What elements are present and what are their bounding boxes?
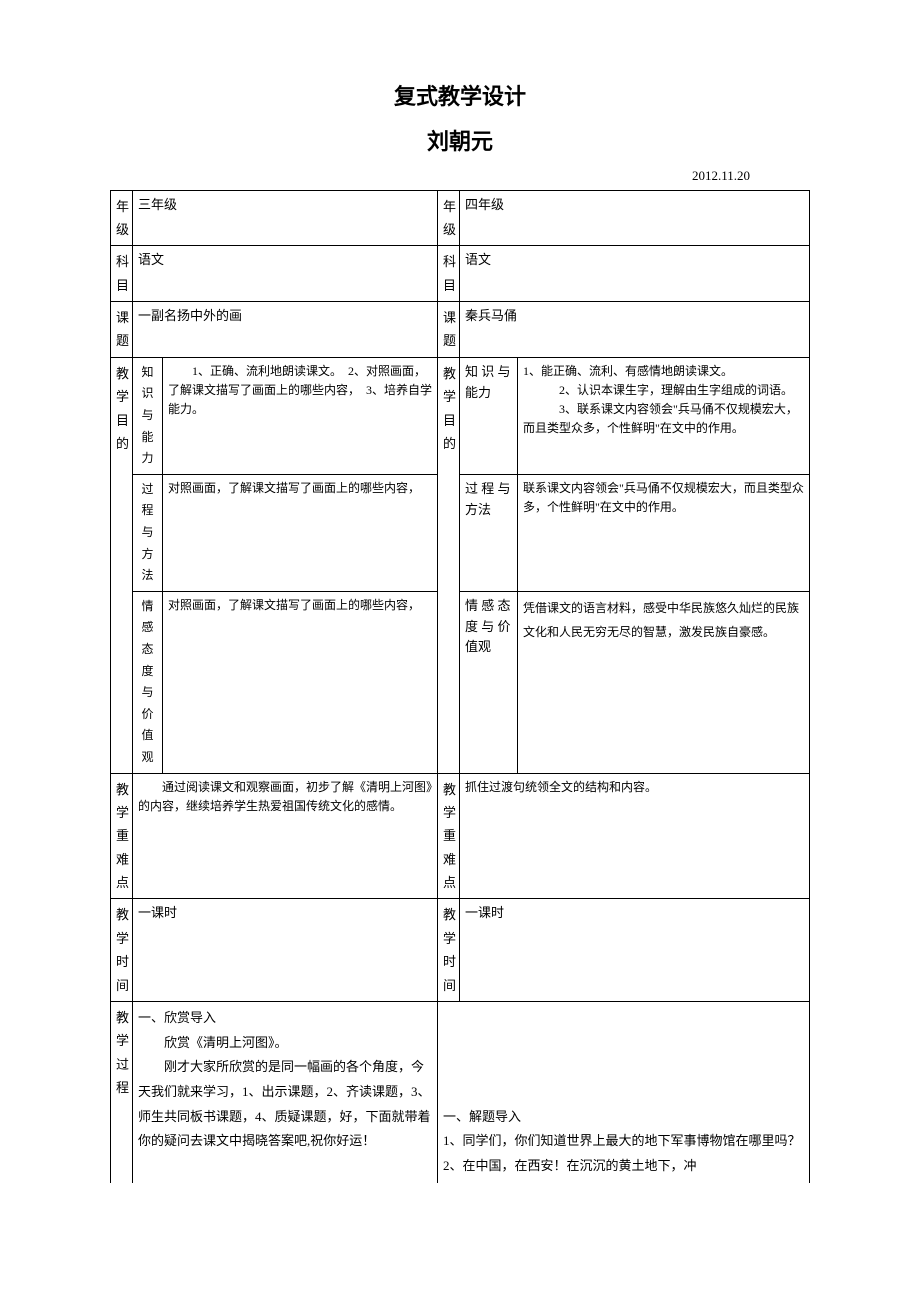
process-value-right: 一、解题导入 1、同学们，你们知道世界上最大的地下军事博物馆在哪里吗？ 2、在中… bbox=[438, 1002, 810, 1183]
subject-label-left: 科目 bbox=[111, 246, 133, 302]
time-label-right: 教学时间 bbox=[438, 899, 460, 1002]
topic-value-right: 秦兵马俑 bbox=[460, 302, 810, 358]
grade-label-right: 年级 bbox=[438, 190, 460, 246]
subject-label-right: 科目 bbox=[438, 246, 460, 302]
lesson-plan-table: 年级 三年级 年级 四年级 科目 语文 科目 语文 课题 一副名扬中外的画 课题… bbox=[110, 190, 810, 1183]
grade-label-left: 年级 bbox=[111, 190, 133, 246]
obj-knowledge-value-right: 1、能正确、流利、有感情地朗读课文。 2、认识本课生字，理解由生字组成的词语。 … bbox=[518, 357, 810, 474]
document-date: 2012.11.20 bbox=[110, 166, 810, 186]
obj-knowledge-value-left: 1、正确、流利地朗读课文。 2、对照画面，了解课文描写了画面上的哪些内容， 3、… bbox=[163, 357, 438, 474]
document-title: 复式教学设计 bbox=[110, 80, 810, 113]
obj-emotion-value-left: 对照画面，了解课文描写了画面上的哪些内容， bbox=[163, 591, 438, 773]
obj-process-value-left: 对照画面，了解课文描写了画面上的哪些内容， bbox=[163, 474, 438, 591]
objectives-label-left: 教学目的 bbox=[111, 357, 133, 773]
difficulty-value-left: 通过阅读课文和观察画面，初步了解《清明上河图》的内容，继续培养学生热爱祖国传统文… bbox=[133, 773, 438, 899]
difficulty-label-left: 教学重难点 bbox=[111, 773, 133, 899]
difficulty-label-right: 教学重难点 bbox=[438, 773, 460, 899]
topic-label-right: 课题 bbox=[438, 302, 460, 358]
obj-emotion-value-right: 凭借课文的语言材料，感受中华民族悠久灿烂的民族文化和人民无穷无尽的智慧，激发民族… bbox=[518, 591, 810, 773]
time-value-right: 一课时 bbox=[460, 899, 810, 1002]
topic-label-left: 课题 bbox=[111, 302, 133, 358]
obj-process-label-right: 过 程 与方法 bbox=[460, 474, 518, 591]
obj-knowledge-label-right: 知 识 与能力 bbox=[460, 357, 518, 474]
obj-process-label-left: 过程与方法 bbox=[133, 474, 163, 591]
time-label-left: 教学时间 bbox=[111, 899, 133, 1002]
obj-knowledge-label-left: 知识与能力 bbox=[133, 357, 163, 474]
difficulty-value-right: 抓住过渡句统领全文的结构和内容。 bbox=[460, 773, 810, 899]
grade-value-right: 四年级 bbox=[460, 190, 810, 246]
process-label-left: 教学过程 bbox=[111, 1002, 133, 1183]
obj-emotion-label-right: 情 感 态度 与 价值观 bbox=[460, 591, 518, 773]
obj-process-value-right: 联系课文内容领会"兵马俑不仅规模宏大，而且类型众多，个性鲜明"在文中的作用。 bbox=[518, 474, 810, 591]
obj-emotion-label-left: 情感态度与价值观 bbox=[133, 591, 163, 773]
grade-value-left: 三年级 bbox=[133, 190, 438, 246]
time-value-left: 一课时 bbox=[133, 899, 438, 1002]
subject-value-left: 语文 bbox=[133, 246, 438, 302]
process-value-left: 一、欣赏导入 欣赏《清明上河图》。 刚才大家所欣赏的是同一幅画的各个角度，今天我… bbox=[133, 1002, 438, 1183]
topic-value-left: 一副名扬中外的画 bbox=[133, 302, 438, 358]
document-author: 刘朝元 bbox=[110, 125, 810, 158]
subject-value-right: 语文 bbox=[460, 246, 810, 302]
objectives-label-right: 教学目的 bbox=[438, 357, 460, 773]
